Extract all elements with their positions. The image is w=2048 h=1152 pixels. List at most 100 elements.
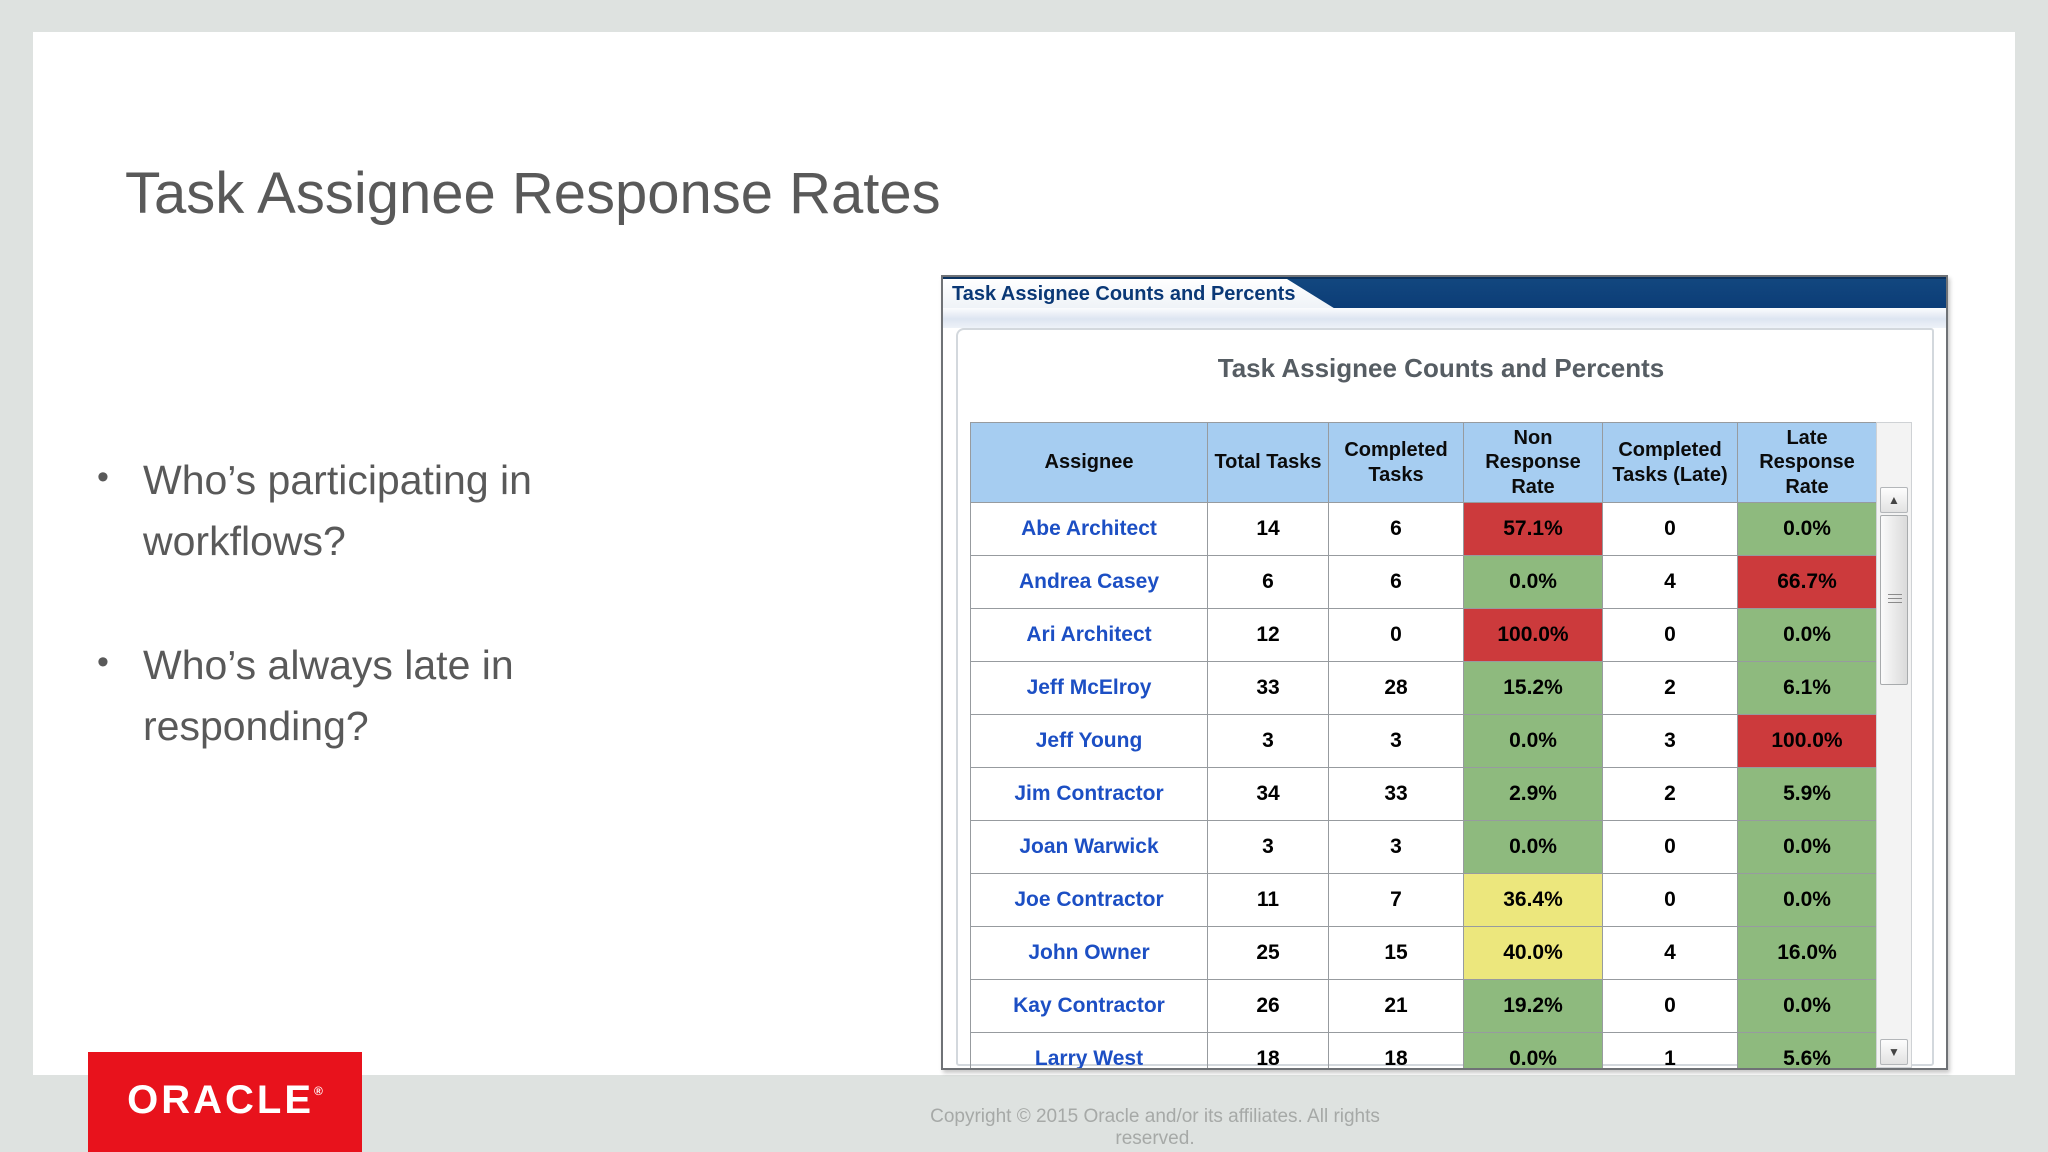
assignee-link[interactable]: Ari Architect	[970, 608, 1208, 662]
completed-tasks-cell: 18	[1328, 1032, 1464, 1068]
assignee-link[interactable]: Jeff McElroy	[970, 661, 1208, 715]
completed-late-cell: 4	[1602, 926, 1738, 980]
non-response-rate-cell: 0.0%	[1463, 714, 1603, 768]
completed-late-cell: 0	[1602, 873, 1738, 927]
table-header-row: Assignee Total Tasks Completed Tasks Non…	[970, 422, 1877, 503]
late-response-rate-cell: 66.7%	[1737, 555, 1877, 609]
completed-tasks-cell: 3	[1328, 714, 1464, 768]
bullet-item: • Who’s participating in workflows?	[95, 450, 575, 571]
non-response-rate-cell: 2.9%	[1463, 767, 1603, 821]
assignee-link[interactable]: Abe Architect	[970, 502, 1208, 556]
late-response-rate-cell: 100.0%	[1737, 714, 1877, 768]
late-response-rate-cell: 0.0%	[1737, 820, 1877, 874]
window-header: Task Assignee Counts and Percents	[943, 277, 1946, 310]
completed-late-cell: 2	[1602, 661, 1738, 715]
col-header-completed-tasks-late: Completed Tasks (Late)	[1602, 422, 1738, 503]
total-tasks-cell: 3	[1207, 820, 1329, 874]
completed-late-cell: 0	[1602, 979, 1738, 1033]
window-tab-title: Task Assignee Counts and Percents	[952, 283, 1296, 305]
table-row: Jeff McElroy 33 28 15.2% 2 6.1%	[970, 661, 1877, 715]
completed-tasks-cell: 28	[1328, 661, 1464, 715]
completed-late-cell: 0	[1602, 502, 1738, 556]
completed-tasks-cell: 33	[1328, 767, 1464, 821]
completed-tasks-cell: 21	[1328, 979, 1464, 1033]
late-response-rate-cell: 0.0%	[1737, 873, 1877, 927]
total-tasks-cell: 25	[1207, 926, 1329, 980]
total-tasks-cell: 11	[1207, 873, 1329, 927]
non-response-rate-cell: 0.0%	[1463, 1032, 1603, 1068]
non-response-rate-cell: 40.0%	[1463, 926, 1603, 980]
assignee-link[interactable]: Larry West	[970, 1032, 1208, 1068]
page-title: Task Assignee Response Rates	[125, 161, 941, 226]
completed-late-cell: 3	[1602, 714, 1738, 768]
total-tasks-cell: 33	[1207, 661, 1329, 715]
table-row: Kay Contractor 26 21 19.2% 0 0.0%	[970, 979, 1877, 1033]
bullet-item: • Who’s always late in responding?	[95, 635, 575, 756]
chevron-down-icon: ▼	[1888, 1045, 1900, 1059]
table-row: Andrea Casey 6 6 0.0% 4 66.7%	[970, 555, 1877, 609]
assignee-link[interactable]: Andrea Casey	[970, 555, 1208, 609]
completed-late-cell: 0	[1602, 820, 1738, 874]
completed-tasks-cell: 6	[1328, 555, 1464, 609]
total-tasks-cell: 34	[1207, 767, 1329, 821]
slide: Task Assignee Response Rates • Who’s part…	[33, 32, 2015, 1075]
report-title: Task Assignee Counts and Percents	[1217, 353, 1665, 383]
vertical-scrollbar[interactable]: ▲ ▼	[1876, 422, 1912, 1068]
total-tasks-cell: 18	[1207, 1032, 1329, 1068]
bullet-list: • Who’s participating in workflows? • Who’…	[95, 450, 575, 821]
assignee-link[interactable]: Joan Warwick	[970, 820, 1208, 874]
assignee-link[interactable]: Jim Contractor	[970, 767, 1208, 821]
oracle-logo: ORACLE®	[88, 1052, 362, 1152]
scrollbar-thumb[interactable]	[1880, 515, 1908, 685]
assignee-link[interactable]: Kay Contractor	[970, 979, 1208, 1033]
completed-tasks-cell: 0	[1328, 608, 1464, 662]
bullet-text: Who’s always late in responding?	[143, 642, 514, 750]
total-tasks-cell: 26	[1207, 979, 1329, 1033]
bullet-icon: •	[97, 643, 109, 682]
completed-late-cell: 0	[1602, 608, 1738, 662]
late-response-rate-cell: 0.0%	[1737, 979, 1877, 1033]
non-response-rate-cell: 100.0%	[1463, 608, 1603, 662]
report-table: Assignee Total Tasks Completed Tasks Non…	[970, 422, 1877, 1068]
assignee-link[interactable]: Joe Contractor	[970, 873, 1208, 927]
table-row: Joan Warwick 3 3 0.0% 0 0.0%	[970, 820, 1877, 874]
col-header-non-response-rate: Non Response Rate	[1463, 422, 1603, 503]
completed-late-cell: 2	[1602, 767, 1738, 821]
table-row: Jeff Young 3 3 0.0% 3 100.0%	[970, 714, 1877, 768]
table-row: Ari Architect 12 0 100.0% 0 0.0%	[970, 608, 1877, 662]
late-response-rate-cell: 0.0%	[1737, 502, 1877, 556]
scroll-down-button[interactable]: ▼	[1880, 1039, 1908, 1065]
window-tab: Task Assignee Counts and Percents	[943, 279, 1337, 310]
late-response-rate-cell: 0.0%	[1737, 608, 1877, 662]
completed-tasks-cell: 15	[1328, 926, 1464, 980]
scroll-up-button[interactable]: ▲	[1880, 487, 1908, 513]
col-header-completed-tasks: Completed Tasks	[1328, 422, 1464, 503]
bullet-icon: •	[97, 458, 109, 496]
col-header-assignee: Assignee	[970, 422, 1208, 503]
total-tasks-cell: 12	[1207, 608, 1329, 662]
completed-tasks-cell: 6	[1328, 502, 1464, 556]
completed-tasks-cell: 7	[1328, 873, 1464, 927]
completed-late-cell: 4	[1602, 555, 1738, 609]
table-row: Jim Contractor 34 33 2.9% 2 5.9%	[970, 767, 1877, 821]
non-response-rate-cell: 15.2%	[1463, 661, 1603, 715]
report-table-zone: Assignee Total Tasks Completed Tasks Non…	[970, 422, 1912, 1068]
assignee-link[interactable]: John Owner	[970, 926, 1208, 980]
non-response-rate-cell: 0.0%	[1463, 820, 1603, 874]
completed-late-cell: 1	[1602, 1032, 1738, 1068]
header-gradient-strip	[943, 308, 1946, 328]
total-tasks-cell: 3	[1207, 714, 1329, 768]
table-body: Abe Architect 14 6 57.1% 0 0.0% Andrea Casey 6 6…	[970, 502, 1877, 1068]
late-response-rate-cell: 5.9%	[1737, 767, 1877, 821]
non-response-rate-cell: 0.0%	[1463, 555, 1603, 609]
col-header-late-response-rate: Late Response Rate	[1737, 422, 1877, 503]
late-response-rate-cell: 6.1%	[1737, 661, 1877, 715]
non-response-rate-cell: 36.4%	[1463, 873, 1603, 927]
late-response-rate-cell: 16.0%	[1737, 926, 1877, 980]
table-row: Abe Architect 14 6 57.1% 0 0.0%	[970, 502, 1877, 556]
assignee-link[interactable]: Jeff Young	[970, 714, 1208, 768]
bullet-text: Who’s participating in workflows?	[143, 457, 532, 564]
non-response-rate-cell: 19.2%	[1463, 979, 1603, 1033]
chevron-up-icon: ▲	[1888, 493, 1900, 507]
